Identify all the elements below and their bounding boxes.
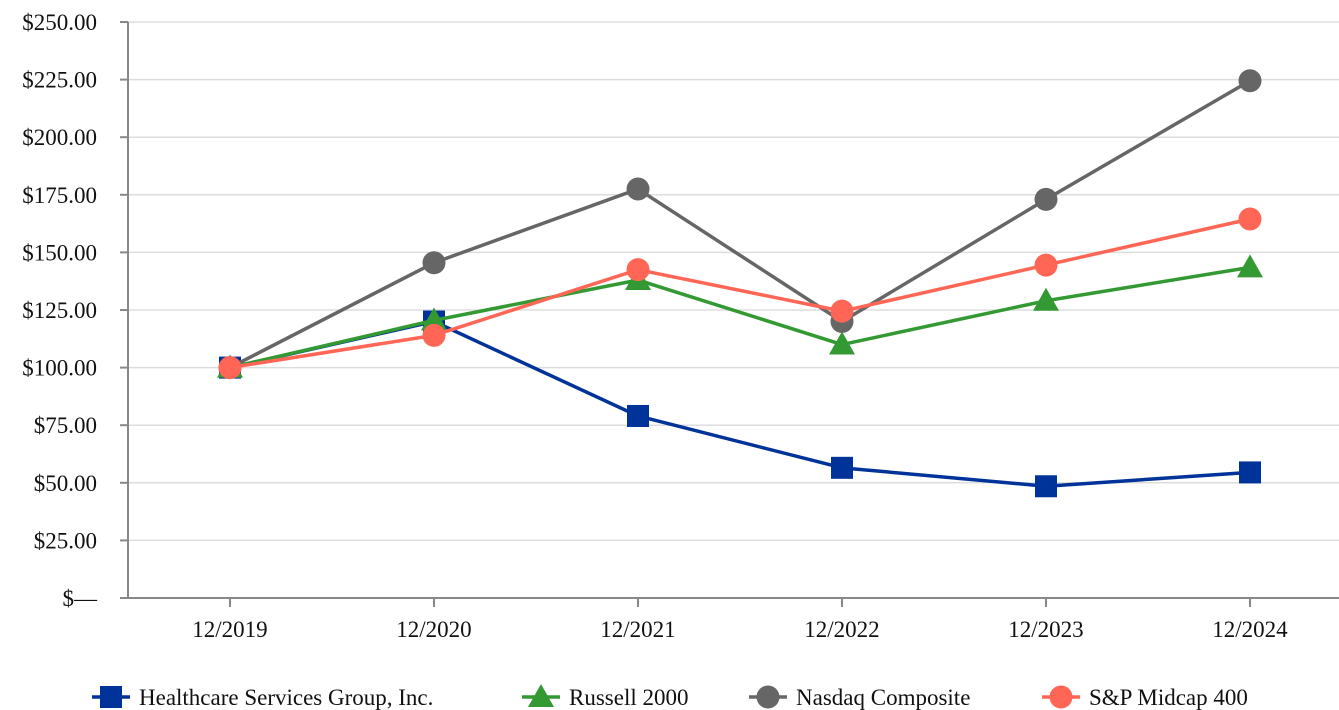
data-point: [422, 323, 446, 347]
y-tick-label: $250.00: [22, 10, 97, 35]
y-tick-label: $100.00: [22, 356, 97, 381]
series-line: [229, 265, 1251, 370]
legend-label: Russell 2000: [569, 685, 688, 710]
y-tick-label: $—: [63, 586, 99, 611]
legend-item: Healthcare Services Group, Inc.: [92, 685, 433, 710]
data-point: [829, 331, 855, 355]
x-tick-label: 12/2020: [396, 617, 471, 642]
gridlines: [120, 21, 1339, 607]
series-line: [229, 319, 1251, 489]
legend-item: Nasdaq Composite: [749, 685, 970, 710]
y-tick-label: $150.00: [22, 240, 97, 265]
data-point: [1033, 287, 1059, 311]
legend-label: Nasdaq Composite: [796, 685, 970, 710]
x-tick-label: 12/2023: [1008, 617, 1083, 642]
y-tick-label: $175.00: [22, 183, 97, 208]
x-tick-labels: 12/2019 12/2020 12/2021 12/2022 12/2023 12/20…: [192, 617, 1288, 642]
data-point: [1035, 475, 1057, 498]
data-point: [218, 356, 242, 380]
data-point: [422, 251, 446, 275]
legend-marker: [756, 685, 780, 709]
series-healthcare-services-group-inc: [219, 310, 1261, 498]
y-tick-label: $25.00: [34, 528, 97, 553]
data-point: [1034, 187, 1058, 211]
legend: Healthcare Services Group, Inc. Russell 2…: [92, 684, 1248, 710]
x-tick-label: 12/2021: [600, 617, 675, 642]
data-point: [421, 307, 447, 331]
series-line: [229, 79, 1251, 370]
y-tick-labels: $— $25.00 $50.00 $75.00 $100.00 $125.00 $150.0…: [22, 10, 98, 611]
data-point: [1239, 461, 1261, 484]
legend-item: S&P Midcap 400: [1042, 685, 1248, 710]
y-tick-label: $50.00: [34, 471, 97, 496]
x-tick-label: 12/2024: [1212, 617, 1288, 642]
data-point: [626, 258, 650, 282]
y-tick-label: $125.00: [22, 298, 97, 323]
legend-item: Russell 2000: [522, 684, 688, 710]
axes: [127, 22, 1339, 599]
series-layer: [217, 69, 1263, 498]
data-point: [626, 177, 650, 201]
data-point: [1238, 207, 1262, 231]
legend-label: S&P Midcap 400: [1089, 685, 1248, 710]
series-russell-2000: [217, 254, 1263, 378]
data-point: [627, 404, 649, 427]
legend-label: Healthcare Services Group, Inc.: [139, 685, 433, 710]
data-point: [831, 456, 853, 479]
legend-marker: [1049, 685, 1073, 709]
series-line: [229, 217, 1251, 370]
legend-marker: [100, 686, 122, 708]
data-point: [1237, 254, 1263, 278]
data-point: [830, 299, 854, 323]
x-tick-label: 12/2019: [192, 617, 267, 642]
y-tick-label: $225.00: [22, 68, 97, 93]
y-tick-label: $200.00: [22, 125, 97, 150]
legend-marker: [528, 684, 554, 707]
series-s-p-midcap-400: [218, 207, 1262, 380]
data-point: [1238, 69, 1262, 93]
y-tick-label: $75.00: [34, 413, 97, 438]
x-tick-label: 12/2022: [804, 617, 879, 642]
data-point: [1034, 253, 1058, 277]
